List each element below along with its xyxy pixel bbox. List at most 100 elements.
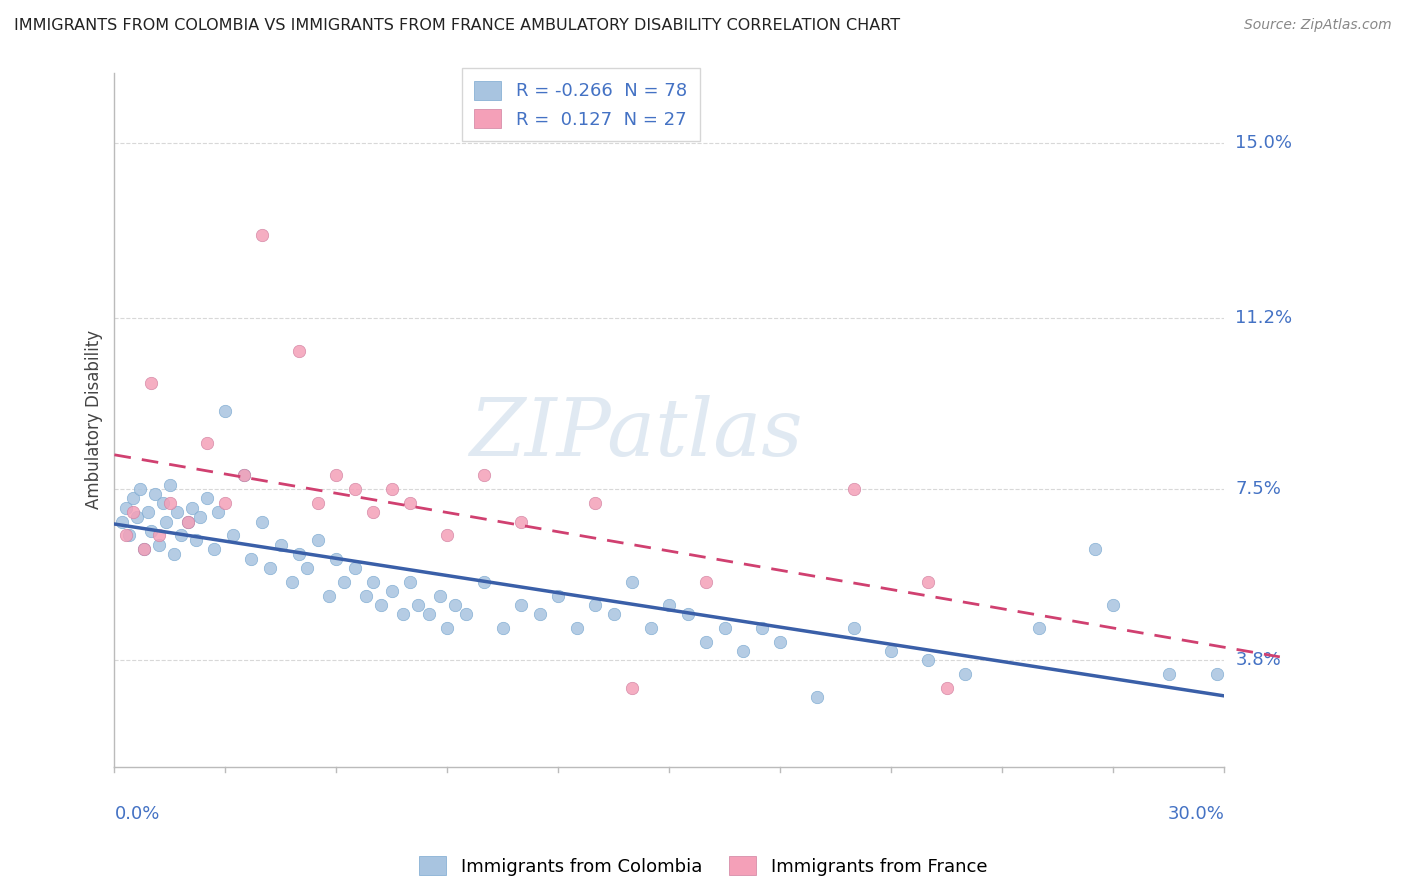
Point <box>333 574 356 589</box>
Point <box>621 574 644 589</box>
Point <box>1084 542 1107 557</box>
Point <box>188 510 211 524</box>
Text: Source: ZipAtlas.com: Source: ZipAtlas.com <box>1244 18 1392 32</box>
Point <box>676 607 699 621</box>
Point <box>166 505 188 519</box>
Point <box>1157 667 1180 681</box>
Y-axis label: Ambulatory Disability: Ambulatory Disability <box>86 330 103 509</box>
Point <box>436 621 458 635</box>
Point <box>152 496 174 510</box>
Point <box>714 621 737 635</box>
Point <box>406 598 429 612</box>
Point <box>381 583 404 598</box>
Text: 3.8%: 3.8% <box>1236 651 1281 669</box>
Point <box>111 515 134 529</box>
Point <box>343 482 366 496</box>
Point <box>392 607 415 621</box>
Point <box>252 227 274 242</box>
Point <box>1028 621 1050 635</box>
Point <box>195 436 218 450</box>
Text: 11.2%: 11.2% <box>1236 310 1292 327</box>
Point <box>510 598 533 612</box>
Point <box>603 607 626 621</box>
Point <box>1102 598 1125 612</box>
Point <box>132 542 155 557</box>
Point <box>917 653 939 667</box>
Point <box>354 589 377 603</box>
Point <box>529 607 551 621</box>
Point <box>429 589 451 603</box>
Point <box>118 528 141 542</box>
Point <box>132 542 155 557</box>
Point <box>232 468 254 483</box>
Point <box>844 482 866 496</box>
Point <box>259 561 281 575</box>
Point <box>155 515 177 529</box>
Point <box>143 487 166 501</box>
Point <box>343 561 366 575</box>
Point <box>114 528 136 542</box>
Point <box>295 561 318 575</box>
Point <box>240 551 263 566</box>
Point <box>125 510 148 524</box>
Point <box>141 524 163 538</box>
Point <box>955 667 977 681</box>
Point <box>122 491 145 506</box>
Point <box>474 574 496 589</box>
Point <box>148 538 170 552</box>
Point <box>114 500 136 515</box>
Point <box>443 598 465 612</box>
Point <box>583 496 606 510</box>
Point <box>399 496 422 510</box>
Point <box>214 496 236 510</box>
Point <box>214 403 236 417</box>
Point <box>1206 667 1229 681</box>
Point <box>399 574 422 589</box>
Point <box>474 468 496 483</box>
Point <box>270 538 292 552</box>
Point <box>583 598 606 612</box>
Point <box>281 574 304 589</box>
Point <box>148 528 170 542</box>
Point <box>436 528 458 542</box>
Point <box>177 515 200 529</box>
Point <box>162 547 184 561</box>
Point <box>202 542 225 557</box>
Point <box>547 589 569 603</box>
Point <box>288 343 311 358</box>
Point <box>307 496 329 510</box>
Point <box>252 515 274 529</box>
Point <box>159 477 181 491</box>
Point <box>181 500 204 515</box>
Point <box>454 607 477 621</box>
Point <box>658 598 681 612</box>
Point <box>325 551 347 566</box>
Point <box>880 644 903 658</box>
Point <box>195 491 218 506</box>
Point <box>640 621 662 635</box>
Point <box>232 468 254 483</box>
Point <box>122 505 145 519</box>
Point <box>492 621 515 635</box>
Text: 30.0%: 30.0% <box>1167 805 1225 823</box>
Point <box>129 482 152 496</box>
Point <box>136 505 159 519</box>
Legend: Immigrants from Colombia, Immigrants from France: Immigrants from Colombia, Immigrants fro… <box>412 849 994 883</box>
Point <box>621 681 644 695</box>
Point <box>751 621 773 635</box>
Point <box>288 547 311 561</box>
Point <box>363 574 385 589</box>
Point <box>917 574 939 589</box>
Point <box>733 644 755 658</box>
Text: 15.0%: 15.0% <box>1236 134 1292 152</box>
Text: 0.0%: 0.0% <box>114 805 160 823</box>
Point <box>363 505 385 519</box>
Point <box>141 376 163 390</box>
Text: ZIPatlas: ZIPatlas <box>470 395 803 473</box>
Point <box>307 533 329 547</box>
Point <box>935 681 957 695</box>
Point <box>207 505 229 519</box>
Point <box>222 528 245 542</box>
Point <box>318 589 340 603</box>
Legend: R = -0.266  N = 78, R =  0.127  N = 27: R = -0.266 N = 78, R = 0.127 N = 27 <box>461 69 700 142</box>
